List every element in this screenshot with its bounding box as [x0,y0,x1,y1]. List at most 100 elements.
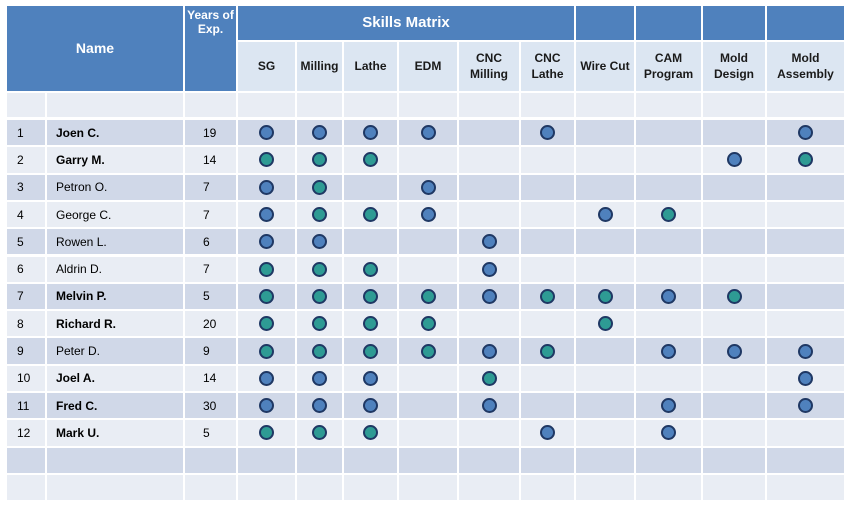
empty-cell [344,93,397,117]
years-of-experience: 19 [185,120,236,146]
skill-cell [459,338,519,364]
employee-name: Rowen L. [47,229,183,255]
skill-header-wire-cut: Wire Cut [576,42,634,91]
skill-cell [459,256,519,282]
row-number: 2 [7,147,45,173]
empty-cell [7,475,45,500]
empty-cell [7,448,45,473]
skill-cell [297,420,342,446]
row-number: 4 [7,201,45,228]
empty-cell [238,475,295,500]
skill-cell [344,420,397,446]
skill-cell [767,311,844,337]
skill-dot-teal [661,207,676,223]
skill-cell [399,393,457,419]
skill-cell [459,229,519,255]
empty-cell [297,448,342,473]
skill-dot-teal [798,152,813,168]
skill-cell [767,338,844,364]
skill-dot-teal [597,316,613,332]
row-number: 5 [7,229,45,255]
skill-dot-teal [259,261,274,277]
skill-cell [576,311,634,337]
skill-dot-teal [420,288,436,304]
skill-cell [344,393,397,419]
skill-cell [521,120,574,146]
skill-cell [576,420,634,446]
skill-cell [576,365,634,391]
empty-cell [576,93,634,117]
skill-dot-teal [363,316,378,332]
skill-cell [767,147,844,173]
skill-cell [636,256,701,282]
skill-cell [297,174,342,200]
empty-cell [636,448,701,473]
skill-cell [297,256,342,282]
skill-dot-teal [259,343,274,359]
skill-cell [636,338,701,364]
skill-cell [703,201,765,228]
skill-cell [344,201,397,228]
skill-dot-teal [312,288,327,304]
skill-cell [521,393,574,419]
skill-cell [636,393,701,419]
skill-dot-blue [420,179,436,195]
skill-cell [767,174,844,200]
skill-cell [238,256,295,282]
skill-cell [703,147,765,173]
skill-cell [521,147,574,173]
skill-cell [636,147,701,173]
skill-cell [238,365,295,391]
skill-cell [238,311,295,337]
skill-header-mold-assembly: Mold Assembly [767,42,844,91]
skill-dot-blue [661,343,676,359]
skill-dot-blue [481,343,497,359]
skill-cell [399,201,457,228]
skill-cell [576,201,634,228]
skill-header-milling: Milling [297,42,342,91]
empty-cell [636,475,701,500]
skill-dot-blue [798,125,813,141]
skill-cell [521,311,574,337]
skill-dot-teal [312,343,327,359]
employee-name: Petron O. [47,174,183,200]
skill-cell [576,283,634,310]
skill-dot-teal [363,288,378,304]
skill-cell [238,174,295,200]
skill-cell [297,283,342,310]
skill-cell [703,365,765,391]
empty-cell [399,93,457,117]
skill-cell [703,393,765,419]
skill-header-edm: EDM [399,42,457,91]
skill-header-cnc-lathe: CNC Lathe [521,42,574,91]
skill-cell [576,147,634,173]
skill-cell [459,147,519,173]
employee-name: Richard R. [47,311,183,337]
skill-dot-blue [259,398,274,414]
skill-header-cam-program: CAM Program [636,42,701,91]
skill-dot-teal [312,179,327,195]
employee-name: Fred C. [47,393,183,419]
employee-name: Melvin P. [47,283,183,310]
skill-dot-blue [259,234,274,250]
skill-cell [399,174,457,200]
skill-dot-blue [798,370,813,386]
skill-cell [767,365,844,391]
skill-cell [399,311,457,337]
years-of-experience: 14 [185,365,236,391]
skill-dot-blue [726,343,742,359]
skill-cell [576,393,634,419]
skill-dot-teal [312,425,327,441]
row-number: 9 [7,338,45,364]
skill-dot-teal [363,261,378,277]
years-of-experience: 7 [185,201,236,228]
skill-cell [344,365,397,391]
empty-cell [185,448,236,473]
skill-dot-blue [661,425,676,441]
skill-cell [297,365,342,391]
empty-cell [576,448,634,473]
skill-header-top-filler [636,6,701,40]
skill-dot-blue [481,398,497,414]
empty-cell [459,475,519,500]
skill-cell [238,120,295,146]
